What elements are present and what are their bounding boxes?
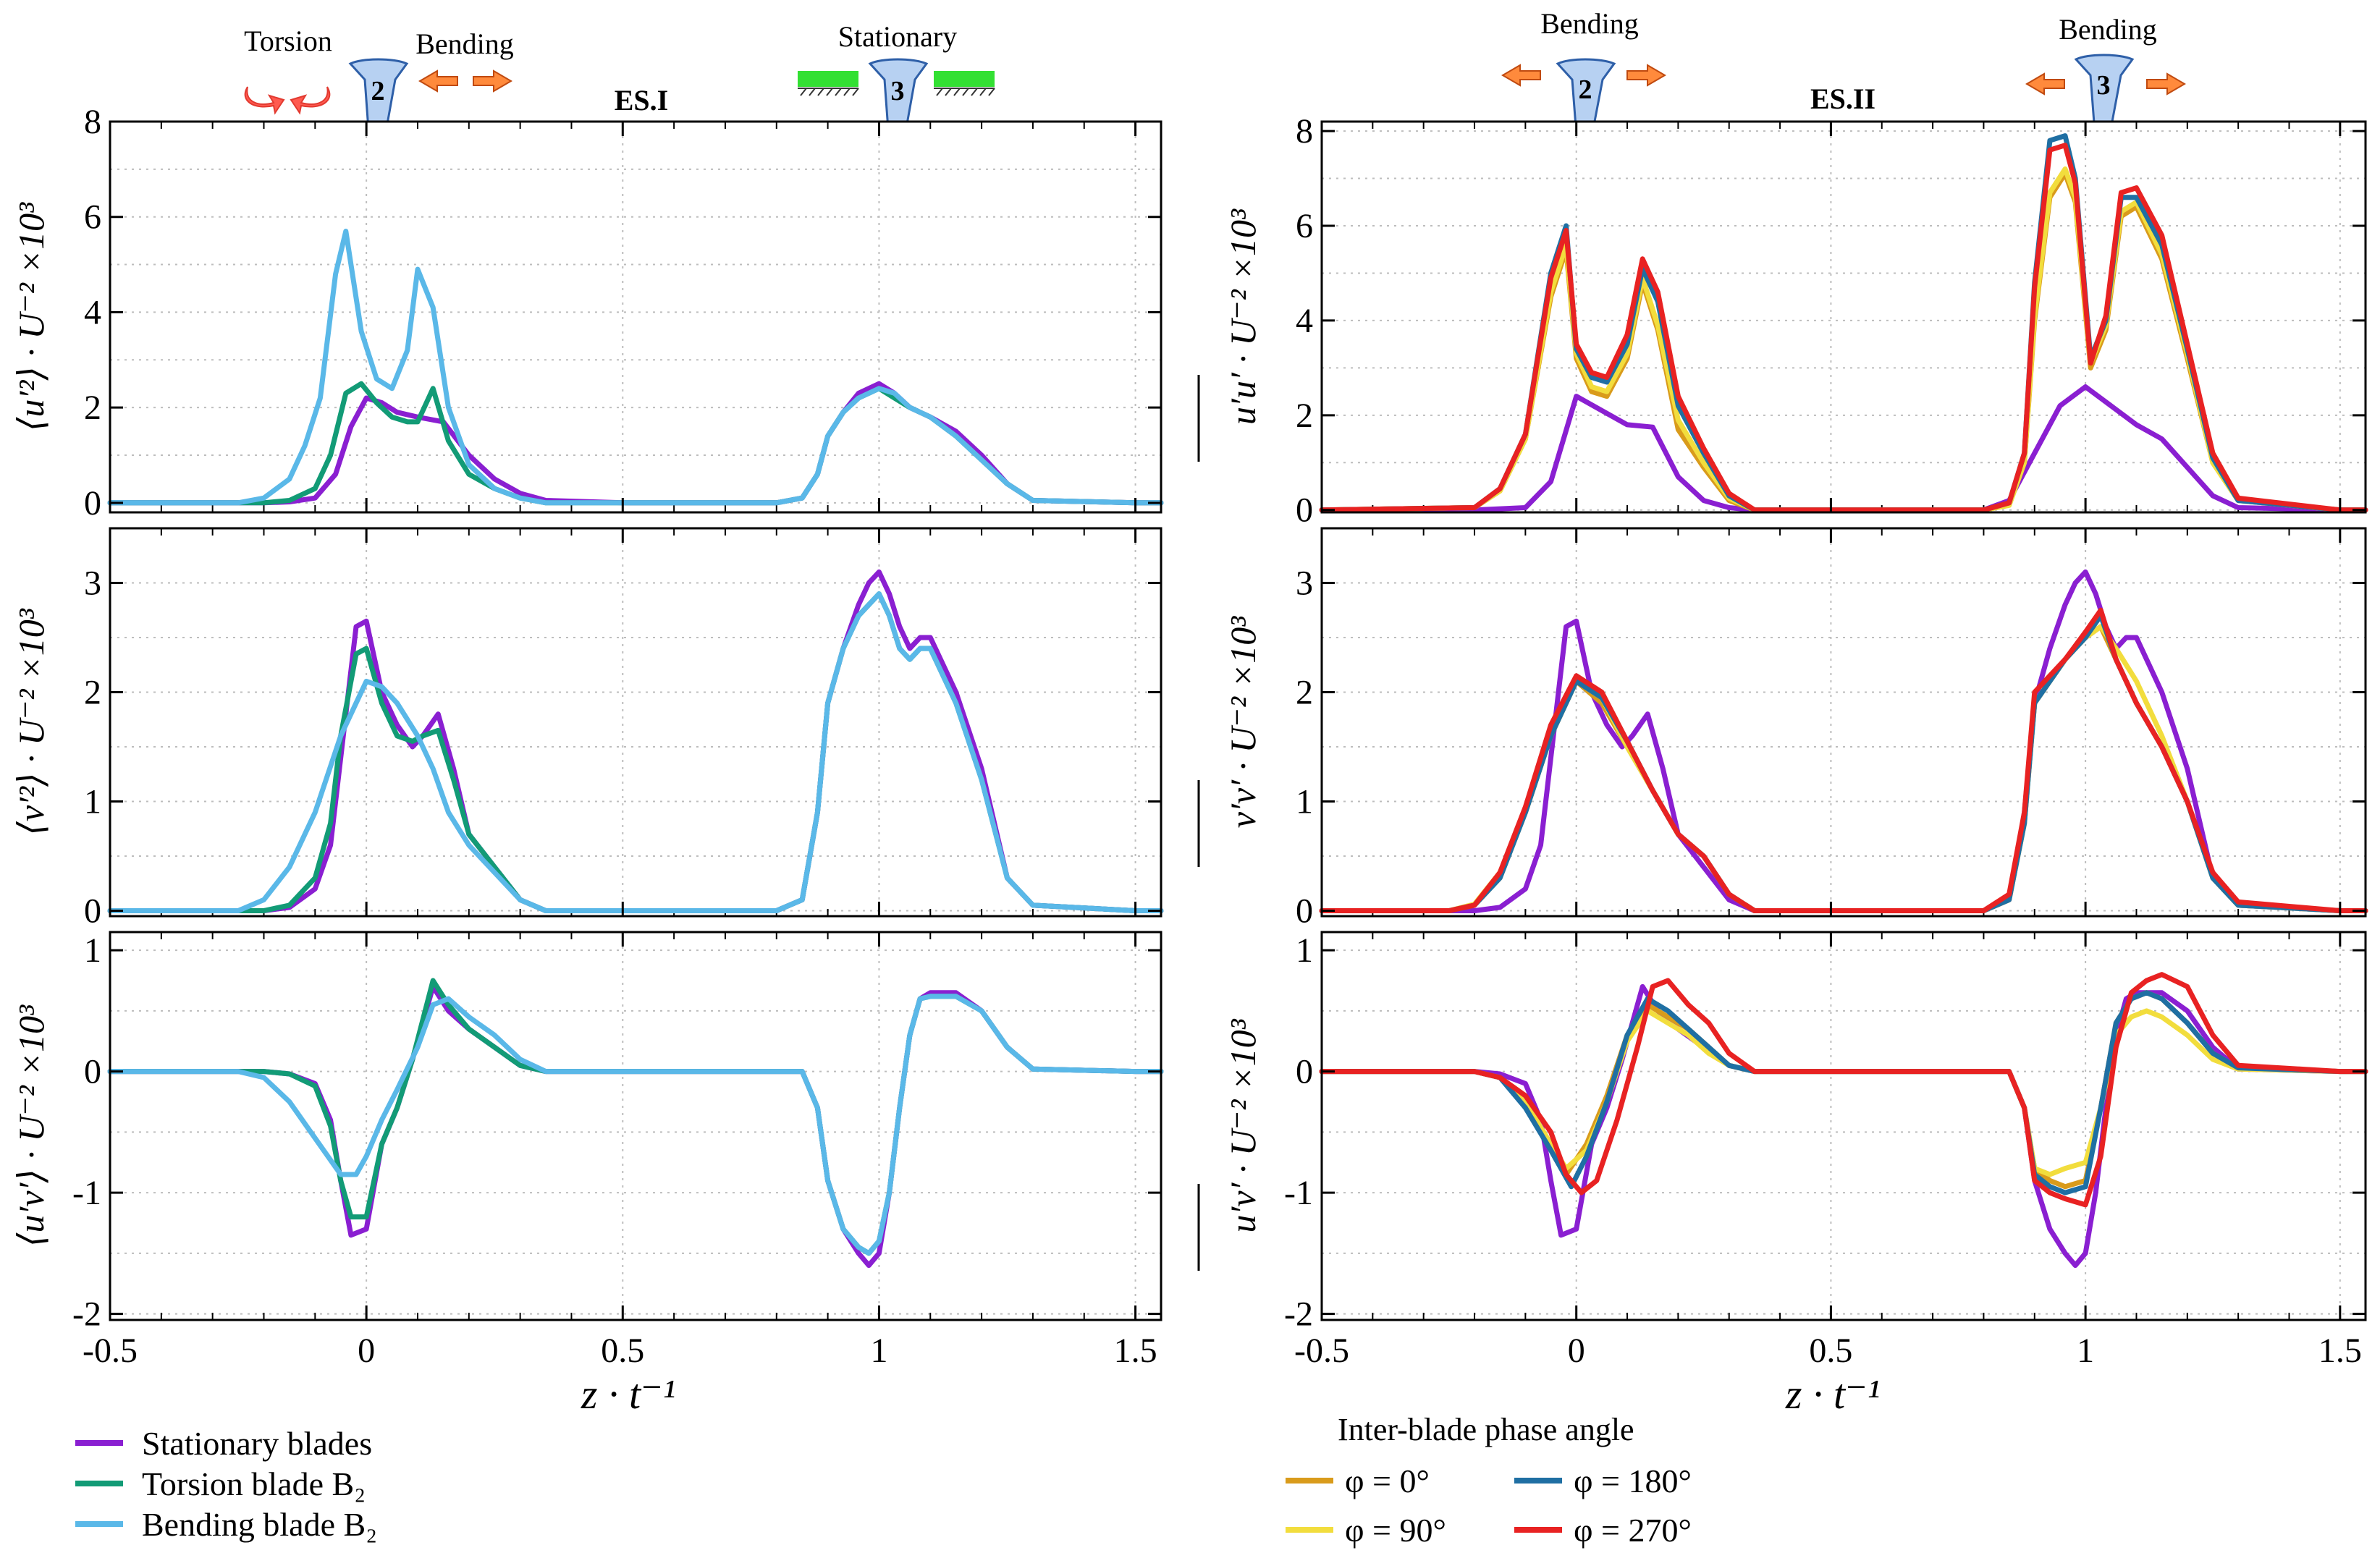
x-tick-label-R3: -0.5 — [1294, 1332, 1349, 1370]
plot-area-L1 — [110, 122, 1161, 512]
legend-label-bending: Bending blade B₂ — [142, 1506, 377, 1543]
blade-2-left-label: 2 — [371, 76, 385, 106]
left-title: ES.I — [615, 84, 669, 117]
y-tick-label-L2: 3 — [84, 564, 101, 602]
plot-frame-R1 — [1320, 120, 2367, 514]
left-xlabel: z · t⁻¹ — [581, 1371, 675, 1418]
y-tick-label-R3: 0 — [1296, 1053, 1313, 1091]
panel-R1: 0 2 4 6 8 u′u′ · U⁻² ×10³ — [1197, 112, 2368, 530]
y-axis-label-R3: u′v′ · U⁻² ×10³ — [1223, 1018, 1263, 1232]
y-tick-label-R2: 2 — [1296, 673, 1313, 711]
series-line-L2-2 — [107, 591, 1164, 913]
y-tick-label-R2: 0 — [1296, 892, 1313, 930]
panel-L1: 0 2 4 6 8 ⟨u′²⟩ · U⁻² ×10³ — [11, 103, 1164, 522]
annot-bending-r1-label: Bending — [1540, 7, 1639, 40]
legend-right-title: Inter-blade phase angle — [1338, 1412, 1634, 1447]
y-axis-label-R2: v′v′ · U⁻² ×10³ — [1223, 616, 1263, 828]
series-line-L1-2 — [107, 229, 1164, 506]
x-tick-label-L3: 1 — [870, 1332, 887, 1370]
y-tick-label-R1: 2 — [1296, 397, 1313, 435]
plot-area-R1 — [1322, 122, 2366, 512]
bending-arrow-r1-icon — [1501, 64, 1666, 87]
torsion-arrow-icon — [244, 86, 331, 115]
x-tick-label-R3: 1 — [2077, 1332, 2094, 1370]
series-line-L3-2 — [107, 994, 1164, 1256]
y-tick-label-L3: -1 — [72, 1174, 101, 1212]
annot-bending-r2-label: Bending — [2059, 13, 2157, 46]
y-tick-label-L2: 1 — [84, 782, 101, 821]
bending-arrow-icon — [418, 69, 512, 93]
plot-frame-L3 — [109, 931, 1162, 1321]
annot-bending-left-label: Bending — [415, 27, 514, 60]
series-line-R2-4 — [1319, 607, 2368, 913]
y-tick-label-L2: 0 — [84, 892, 101, 930]
blade-2-right-label: 2 — [1579, 75, 1592, 105]
y-tick-label-L3: -2 — [72, 1295, 101, 1334]
y-axis-label-L3: ⟨u′v′⟩ · U⁻² ×10³ — [11, 1004, 51, 1247]
y-tick-label-L1: 4 — [84, 293, 101, 331]
annot-stationary-label: Stationary — [838, 20, 957, 53]
y-tick-label-L1: 8 — [84, 103, 101, 141]
panel-L2: 0 1 2 3 ⟨v′²⟩ · U⁻² ×10³ — [11, 527, 1164, 930]
y-tick-label-R1: 4 — [1296, 302, 1313, 340]
plot-frame-R2 — [1320, 527, 2367, 918]
y-tick-label-L3: 0 — [84, 1053, 101, 1091]
panel-R2: 0 1 2 3 v′v′ · U⁻² ×10³ — [1197, 527, 2368, 930]
left-annotations: Torsion 2 Bending Stationary 3 ES.I — [244, 20, 995, 182]
x-tick-label-L3: 0 — [358, 1332, 375, 1370]
plot-area-R3 — [1322, 932, 2366, 1320]
x-tick-label-R3: 0.5 — [1809, 1332, 1852, 1370]
y-tick-label-R3: -2 — [1284, 1295, 1313, 1334]
plot-area-L3 — [110, 932, 1161, 1320]
legend-label-phi180: φ = 180° — [1574, 1463, 1692, 1499]
legend-label-phi270: φ = 270° — [1574, 1512, 1692, 1549]
legend-left: Stationary blades Torsion blade B₂ Bendi… — [75, 1425, 377, 1543]
y-axis-label-R1: u′u′ · U⁻² ×10³ — [1223, 208, 1263, 425]
panel-R3: -2 -1 0 1 -0.5 0 0.5 1 1.5 u′v′ · U⁻² ×10³ — [1197, 931, 2368, 1370]
y-tick-label-L1: 0 — [84, 484, 101, 522]
y-tick-label-R2: 3 — [1296, 564, 1313, 602]
bending-arrow-r2-icon — [2025, 72, 2186, 96]
stationary-ground-icon — [798, 71, 995, 96]
y-tick-label-L3: 1 — [84, 931, 101, 970]
y-tick-label-R2: 1 — [1296, 782, 1313, 821]
blade-3-right-label: 3 — [2097, 70, 2111, 101]
y-axis-label-L1: ⟨u′²⟩ · U⁻² ×10³ — [11, 202, 51, 431]
legend-label-phi0: φ = 0° — [1345, 1463, 1430, 1499]
y-tick-label-R1: 8 — [1296, 112, 1313, 151]
plot-frame-L2 — [109, 527, 1162, 918]
legend-label-torsion: Torsion blade B₂ — [142, 1465, 366, 1502]
y-tick-label-L2: 2 — [84, 673, 101, 711]
legend-label-stationary: Stationary blades — [142, 1425, 372, 1462]
right-title: ES.II — [1810, 82, 1875, 115]
y-tick-label-R1: 6 — [1296, 207, 1313, 245]
right-xlabel: z · t⁻¹ — [1785, 1371, 1880, 1418]
x-tick-label-L3: -0.5 — [83, 1332, 138, 1370]
legend-right: Inter-blade phase angle φ = 0° φ = 180° … — [1286, 1412, 1692, 1549]
x-tick-label-R3: 1.5 — [2318, 1332, 2362, 1370]
plot-area-L2 — [110, 528, 1161, 916]
series-line-R1-4 — [1319, 143, 2368, 513]
right-annotations: Bending 2 Bending 3 ES.II — [1501, 7, 2186, 176]
legend-label-phi90: φ = 90° — [1345, 1512, 1446, 1549]
plot-area-R2 — [1322, 528, 2366, 916]
annot-torsion-label: Torsion — [244, 25, 332, 57]
blade-3-left-label: 3 — [891, 76, 905, 106]
y-tick-label-R3: 1 — [1296, 931, 1313, 970]
y-tick-label-R1: 0 — [1296, 491, 1313, 530]
plot-frame-L1 — [109, 120, 1162, 514]
plot-frame-R3 — [1320, 931, 2367, 1321]
x-tick-label-L3: 0.5 — [601, 1332, 644, 1370]
panel-L3: -2 -1 0 1 -0.5 0 0.5 1 1.5 ⟨u′v′⟩ · U⁻² ×10³ — [11, 931, 1164, 1370]
y-tick-label-L1: 2 — [84, 389, 101, 427]
series-line-R3-4 — [1319, 972, 2368, 1208]
x-tick-label-R3: 0 — [1568, 1332, 1585, 1370]
y-tick-label-R3: -1 — [1284, 1174, 1313, 1212]
x-tick-label-L3: 1.5 — [1114, 1332, 1157, 1370]
y-tick-label-L1: 6 — [84, 198, 101, 237]
y-axis-label-L2: ⟨v′²⟩ · U⁻² ×10³ — [11, 608, 51, 835]
